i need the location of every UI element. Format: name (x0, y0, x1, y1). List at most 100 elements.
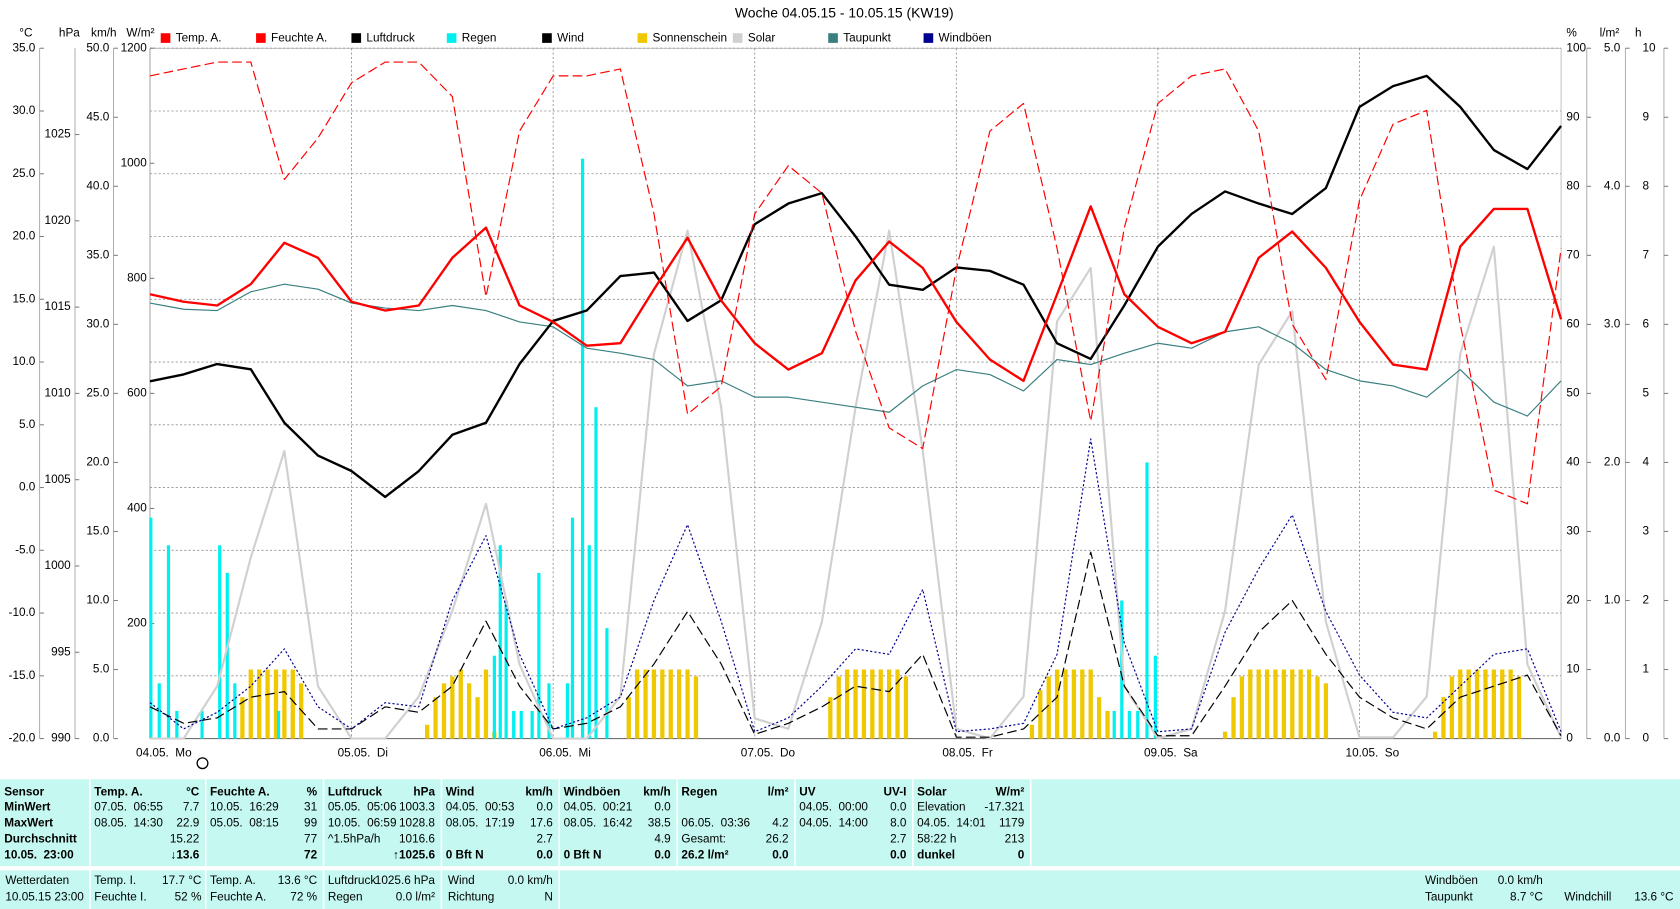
y-tick-label: 1000 (45, 559, 72, 572)
bar (433, 697, 438, 739)
y-tick-label: -15.0 (9, 669, 36, 682)
bar (458, 669, 463, 739)
table-cell: ^1.5hPa/h (328, 832, 381, 845)
y-tick-label: 1005 (45, 473, 72, 486)
bar (200, 710, 204, 739)
x-tick-label: 10.05. So (1346, 747, 1400, 760)
bar (233, 683, 237, 739)
y-tick-label: 400 (127, 502, 147, 515)
bar (1500, 669, 1505, 739)
series-line (149, 205, 1563, 383)
y-tick-label: 25.0 (86, 387, 109, 400)
strip-cell: 8.7 °C (1510, 890, 1543, 903)
bar (530, 710, 534, 739)
bar (844, 669, 850, 739)
bar (504, 600, 508, 739)
table-cell: 1003.3 (399, 800, 435, 813)
bar (605, 628, 609, 739)
strip-cell: 1025.6 hPa (375, 874, 436, 887)
y-tick-label: 8 (1643, 179, 1650, 192)
y-tick-label: 10.0 (12, 355, 35, 368)
table-cell: ↓13.6 (170, 849, 199, 862)
bar (1029, 724, 1035, 739)
strip-cell: 0.0 km/h (1498, 874, 1543, 887)
y-tick-label: 20 (1566, 594, 1580, 607)
legend-swatch (542, 33, 552, 43)
y-tick-label: 15.0 (86, 525, 109, 538)
y-tick-label: -5.0 (15, 543, 36, 556)
table-cell: Durchschnitt (4, 832, 77, 845)
bar (483, 669, 489, 739)
strip-cell: Feuchte I. (94, 890, 146, 903)
panel-background (0, 779, 1680, 867)
table-cell: 04.05. 00:21 (564, 800, 633, 813)
series-line (149, 61, 1562, 505)
bar (265, 669, 270, 739)
y-axis-unit: W/m² (126, 26, 154, 39)
table-cell: 0.0 (537, 800, 554, 813)
y-tick-label: 30.0 (86, 317, 109, 330)
bar (1290, 669, 1295, 739)
table-cell: 0 Bft N (564, 849, 602, 862)
table-header: Sensor (4, 785, 44, 798)
bar (425, 724, 430, 739)
bar (685, 669, 690, 739)
legend-swatch (923, 33, 934, 43)
y-tick-label: 5.0 (93, 663, 110, 676)
y-axis-unit: °C (19, 26, 33, 39)
table-header: km/h (643, 785, 670, 798)
legend-label: Wind (557, 32, 584, 45)
bar (1145, 462, 1149, 739)
y-tick-label: 1025 (45, 128, 72, 141)
y-tick-label: -10.0 (9, 606, 36, 619)
bar (1298, 669, 1303, 739)
table-cell: 38.5 (648, 816, 671, 829)
table-cell: 1179 (999, 816, 1024, 829)
legend-swatch (446, 33, 457, 43)
table-cell: 06.05. 03:36 (681, 816, 750, 829)
table-cell: 15.22 (170, 832, 199, 845)
y-tick-label: 20.0 (86, 456, 109, 469)
table-cell: 04.05. 00:53 (446, 800, 515, 813)
bar (1256, 669, 1261, 739)
strip-cell: 13.6 °C (278, 874, 318, 887)
legend-label: Solar (748, 32, 776, 45)
y-tick-label: 15.0 (12, 292, 35, 305)
table-cell: 26.2 l/m² (681, 849, 728, 862)
y-tick-label: 4 (1643, 456, 1650, 469)
bar (149, 517, 153, 739)
bar (853, 669, 858, 739)
legend-label: Sonnenschein (653, 32, 728, 45)
x-tick-label: 04.05. Mo (136, 747, 192, 760)
y-tick-label: 0.0 (93, 732, 110, 745)
bar (1239, 676, 1245, 739)
table-cell: 31 (304, 800, 317, 813)
bar (1516, 676, 1522, 739)
y-tick-label: -20.0 (9, 732, 36, 745)
table-header: Windböen (564, 785, 621, 798)
bar (1323, 683, 1329, 739)
strip-cell: 17.7 °C (162, 874, 202, 887)
table-cell: 0 (1018, 849, 1025, 862)
y-tick-label: 40 (1566, 456, 1580, 469)
y-tick-label: 80 (1566, 179, 1580, 192)
bar (1264, 669, 1270, 739)
bar (635, 669, 640, 739)
bar (651, 669, 657, 739)
y-tick-label: 100 (1566, 41, 1586, 54)
x-tick-label: 07.05. Do (741, 747, 796, 760)
bar (886, 669, 892, 739)
y-tick-label: 3 (1643, 525, 1650, 538)
bar (441, 683, 447, 739)
strip-cell: Taupunkt (1425, 890, 1473, 903)
bar (450, 676, 455, 739)
strip-cell: 0.0 l/m² (396, 890, 435, 903)
y-tick-label: 1010 (45, 387, 72, 400)
bar (1038, 690, 1043, 739)
table-cell: 213 (1005, 832, 1025, 845)
bar (594, 407, 598, 739)
table-cell: dunkel (917, 849, 955, 862)
y-tick-label: 45.0 (86, 110, 109, 123)
legend-swatch (732, 33, 743, 43)
